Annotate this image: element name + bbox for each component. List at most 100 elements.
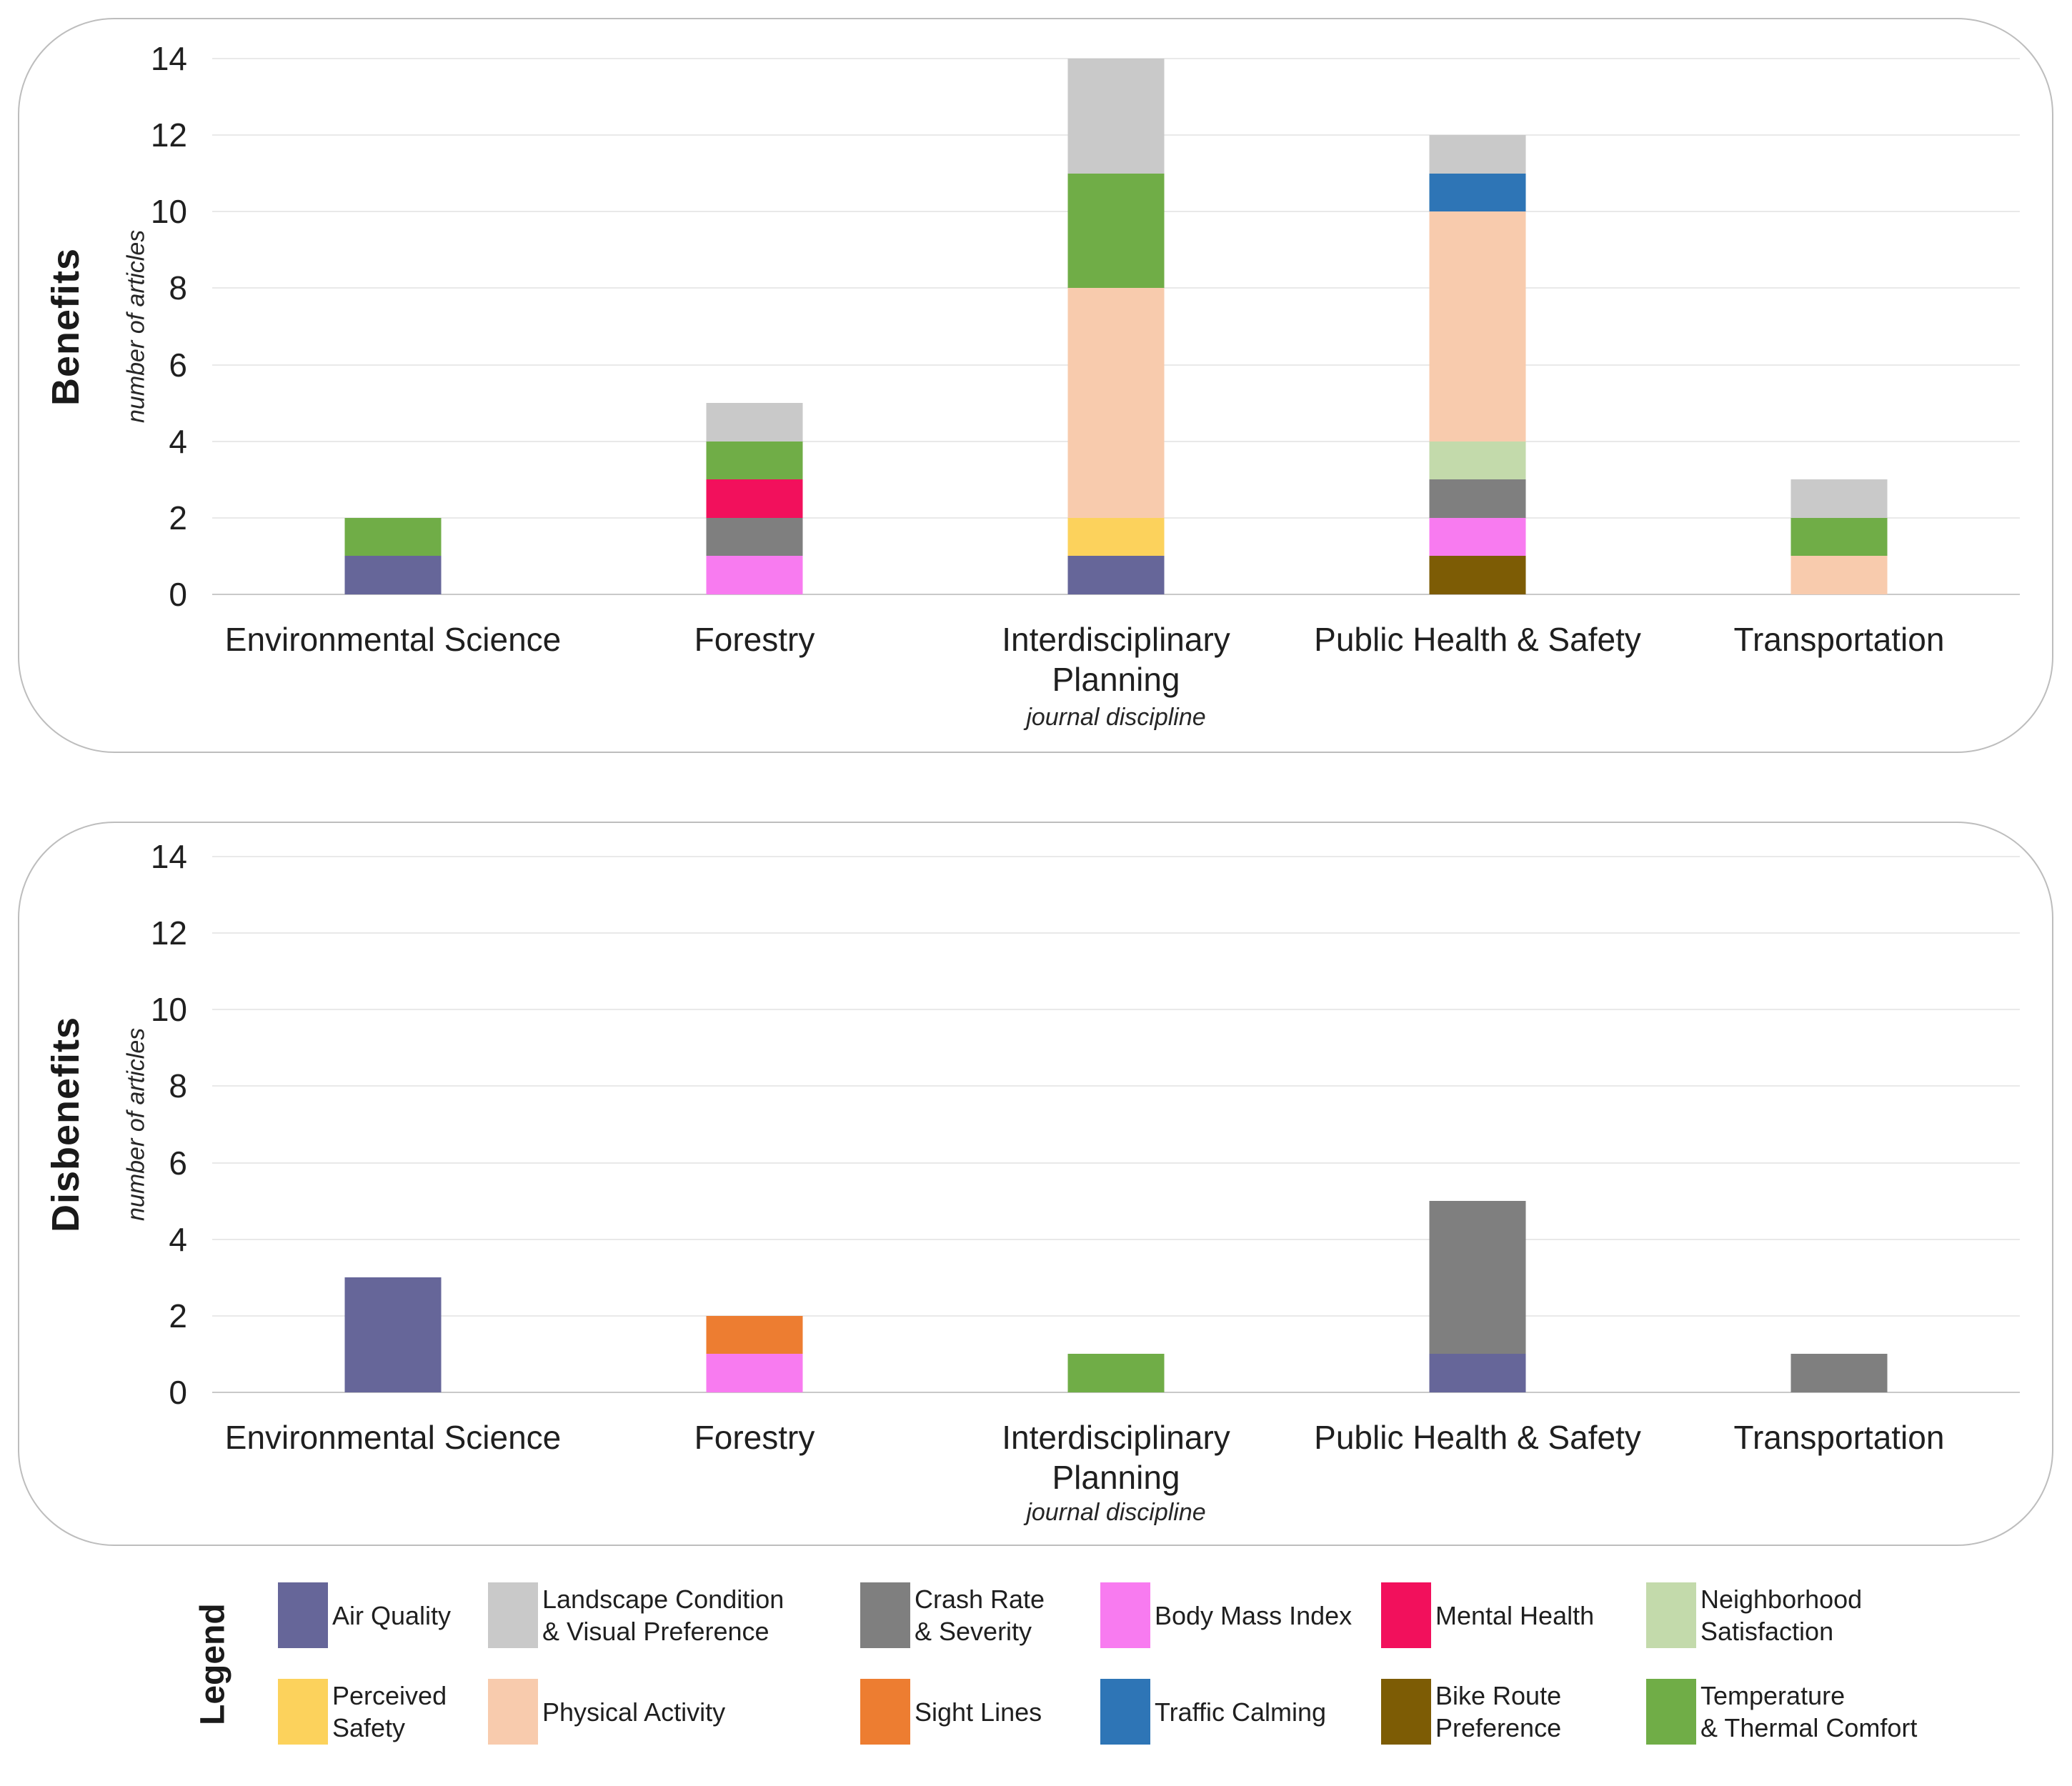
x-category-label: Transportation (1733, 1419, 1945, 1456)
bar-segment-air_quality (344, 1277, 442, 1392)
y-tick-label: 14 (150, 40, 187, 77)
x-category-label: Forestry (694, 1419, 815, 1456)
gridline-14 (212, 58, 2020, 59)
stacked-bar (1429, 1201, 1526, 1392)
bar-segment-temperature (1067, 1354, 1165, 1392)
y-tick-label: 8 (169, 1067, 187, 1105)
x-category-label: Public Health & Safety (1314, 621, 1641, 658)
legend-entry-crash_rate: Crash Rate & Severity (860, 1582, 1045, 1648)
legend-swatch-body_mass_index (1100, 1582, 1150, 1648)
legend-label: Bike Route Preference (1435, 1681, 1562, 1742)
x-category-label: Environmental Science (224, 1419, 562, 1456)
bar-segment-body_mass_index (1429, 517, 1526, 557)
legend-swatch-perceived_safety (278, 1679, 328, 1745)
gridline-0 (212, 594, 2020, 595)
y-tick-label: 10 (150, 193, 187, 231)
bar-column (212, 59, 574, 594)
y-tick-label: 12 (150, 914, 187, 952)
bar-segment-temperature (706, 441, 803, 480)
bar-segment-crash_rate (706, 517, 803, 557)
legend-swatch-air_quality (278, 1582, 328, 1648)
stacked-bar (1790, 1354, 1888, 1392)
legend-swatch-temperature (1646, 1679, 1696, 1745)
bar-segment-body_mass_index (706, 556, 803, 594)
legend-label: Neighborhood Satisfaction (1700, 1585, 1863, 1646)
gridline-10 (212, 1009, 2020, 1011)
disbenefits-plot-area (212, 856, 2020, 1393)
y-tick-label: 12 (150, 116, 187, 154)
bar-column (574, 857, 935, 1392)
bar-segment-air_quality (1429, 1354, 1526, 1392)
disbenefits-chart-panel: Disbenefits number of articles 0 2 4 6 8 10 12… (18, 822, 2053, 1546)
legend-label: Body Mass Index (1155, 1600, 1353, 1630)
legend-swatch-neighborhood (1646, 1582, 1696, 1648)
gridline-2 (212, 1314, 2020, 1317)
gridline-12 (212, 932, 2020, 934)
x-category-label: Transportation (1733, 621, 1945, 658)
stacked-bar (1429, 135, 1526, 594)
legend-swatch-bike_route (1381, 1679, 1431, 1745)
plot-columns (212, 59, 2020, 594)
bar-segment-landscape (1429, 135, 1526, 174)
stacked-bar (1790, 479, 1888, 594)
bar-column (212, 857, 574, 1392)
y-tick-label: 4 (169, 422, 187, 460)
benefits-x-axis: Environmental Science Forestry Interdiscip… (212, 619, 2020, 699)
y-tick-label: 6 (169, 346, 187, 384)
y-tick-label: 0 (169, 1374, 187, 1411)
bar-column (1297, 59, 1658, 594)
legend-label: Mental Health (1435, 1600, 1595, 1630)
disbenefits-y-axis: 0 2 4 6 8 10 12 14 (19, 838, 194, 1411)
benefits-y-axis: 0 2 4 6 8 10 12 14 (19, 40, 194, 613)
legend-entry-traffic_calming: Traffic Calming (1100, 1679, 1326, 1745)
legend-entry-sight_lines: Sight Lines (860, 1679, 1042, 1745)
stacked-bar (344, 1277, 442, 1392)
y-tick-label: 14 (150, 838, 187, 875)
bar-segment-physical_activity (1429, 211, 1526, 441)
gridline-4 (212, 1238, 2020, 1240)
stacked-bar (1067, 59, 1165, 594)
gridline-0 (212, 1392, 2020, 1393)
legend-entry-physical_activity: Physical Activity (488, 1679, 725, 1745)
bar-column (935, 59, 1297, 594)
bar-segment-body_mass_index (706, 1354, 803, 1392)
bar-segment-temperature (1790, 517, 1888, 557)
legend: Legend Air Quality Landscape Condition & … (18, 1572, 2051, 1779)
bar-segment-sight_lines (706, 1315, 803, 1355)
legend-entry-mental_health: Mental Health (1381, 1582, 1594, 1648)
legend-entry-body_mass_index: Body Mass Index (1100, 1582, 1352, 1648)
disbenefits-x-axis-label: journal discipline (1026, 1499, 1206, 1526)
bar-segment-mental_health (706, 479, 803, 518)
x-category-label: Forestry (694, 621, 815, 658)
bar-column (1658, 59, 2020, 594)
bar-segment-physical_activity (1790, 556, 1888, 594)
bar-segment-crash_rate (1429, 479, 1526, 518)
stacked-bar (706, 1315, 803, 1392)
legend-entry-air_quality: Air Quality (278, 1582, 451, 1648)
bar-segment-crash_rate (1429, 1201, 1526, 1355)
stacked-bar (344, 517, 442, 594)
legend-swatch-physical_activity (488, 1679, 538, 1745)
bar-segment-perceived_safety (1067, 517, 1165, 557)
legend-entry-landscape: Landscape Condition & Visual Preference (488, 1582, 784, 1648)
legend-label: Temperature & Thermal Comfort (1700, 1681, 1918, 1742)
y-tick-label: 2 (169, 499, 187, 537)
stacked-bar (1067, 1354, 1165, 1392)
benefits-chart-panel: Benefits number of articles 0 2 4 6 8 10 12 14 … (18, 18, 2053, 753)
bar-column (935, 857, 1297, 1392)
legend-label: Air Quality (332, 1600, 452, 1630)
bar-segment-physical_activity (1067, 288, 1165, 518)
stacked-bar (706, 403, 803, 594)
legend-label: Crash Rate & Severity (915, 1585, 1045, 1646)
bar-segment-landscape (1790, 479, 1888, 518)
legend-entry-bike_route: Bike Route Preference (1381, 1679, 1561, 1745)
gridline-8 (212, 1085, 2020, 1087)
bar-segment-traffic_calming (1429, 173, 1526, 212)
bar-segment-air_quality (1067, 556, 1165, 594)
benefits-x-axis-label: journal discipline (1026, 704, 1206, 731)
y-tick-label: 0 (169, 576, 187, 613)
bar-column (574, 59, 935, 594)
bar-segment-landscape (706, 403, 803, 441)
bar-segment-crash_rate (1790, 1354, 1888, 1392)
